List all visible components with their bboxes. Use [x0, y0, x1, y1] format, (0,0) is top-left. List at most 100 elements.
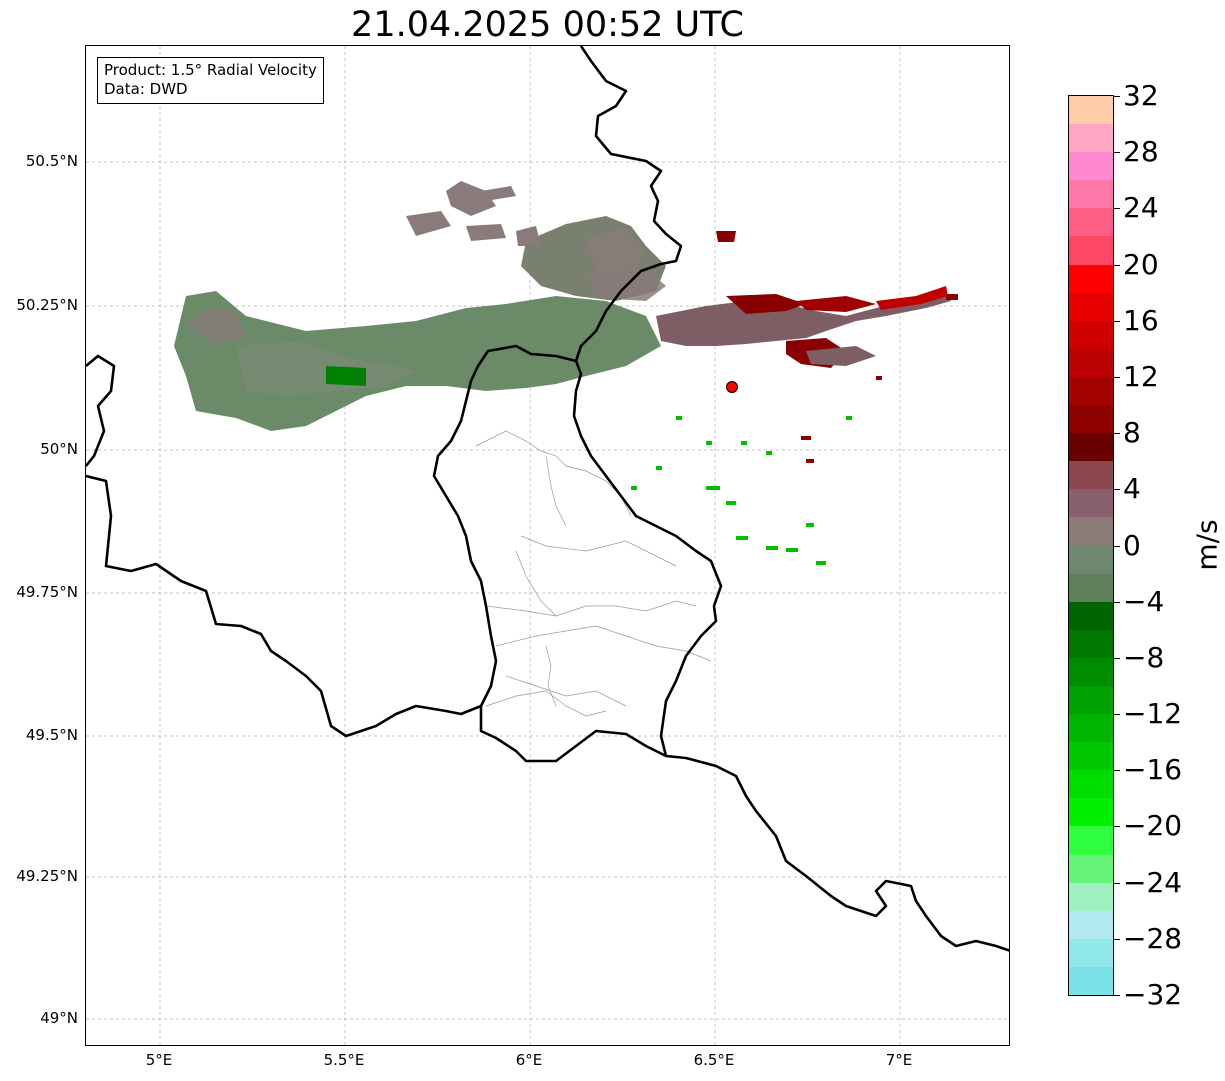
colorbar-segment — [1069, 461, 1113, 490]
echo-red-2 — [796, 296, 876, 312]
colorbar-segment — [1069, 376, 1113, 406]
colorbar-segment — [1069, 180, 1113, 209]
colorbar-segment — [1069, 742, 1113, 771]
colorbar-tick — [1114, 376, 1120, 378]
echo-green-speckles — [631, 416, 852, 565]
colorbar-tick — [1114, 96, 1120, 97]
colorbar-tick-label: 4 — [1123, 472, 1141, 506]
echo-red-3 — [876, 286, 948, 310]
lon-tick-label: 5°E — [145, 1051, 173, 1069]
product-label: Product: 1.5° Radial Velocity — [104, 61, 317, 79]
echo-north-west-1 — [446, 181, 496, 216]
colorbar-tick — [1114, 545, 1120, 547]
colorbar-tick-label: 8 — [1123, 416, 1141, 450]
lat-tick-label: 50.25°N — [16, 296, 78, 314]
lat-tick-label: 49.75°N — [16, 583, 78, 601]
map-canvas — [86, 46, 1009, 1045]
colorbar-segment — [1069, 517, 1113, 547]
colorbar-tick — [1114, 826, 1120, 828]
colorbar-tick — [1114, 320, 1120, 322]
colorbar-segment — [1069, 348, 1113, 378]
colorbar-segment — [1069, 433, 1113, 462]
colorbar-tick — [1114, 152, 1120, 154]
colorbar-unit-label: m/s — [1190, 519, 1224, 571]
data-source-label: Data: DWD — [104, 80, 188, 98]
colorbar-tick — [1114, 208, 1120, 210]
colorbar-tick-label: 32 — [1123, 79, 1159, 112]
colorbar-segment — [1069, 882, 1113, 912]
echo-north-west-2 — [406, 211, 451, 236]
lon-tick-label: 6°E — [515, 1051, 543, 1069]
lat-tick-label: 49°N — [40, 1009, 78, 1027]
colorbar-segment — [1069, 573, 1113, 603]
colorbar-segment — [1069, 489, 1113, 518]
colorbar-segment — [1069, 826, 1113, 856]
colorbar-tick — [1114, 601, 1120, 603]
colorbar-tick — [1114, 770, 1120, 772]
echo-green-core — [326, 366, 366, 386]
radar-map[interactable] — [85, 45, 1010, 1046]
colorbar-tick — [1114, 882, 1120, 884]
colorbar-tick — [1114, 264, 1120, 266]
colorbar-segment — [1069, 264, 1113, 294]
colorbar-segment — [1069, 798, 1113, 828]
colorbar-segment — [1069, 966, 1113, 995]
echo-red-1 — [726, 294, 806, 314]
colorbar-segment — [1069, 405, 1113, 434]
admin-boundaries — [475, 430, 712, 717]
colorbar-segment — [1069, 208, 1113, 238]
colorbar-segment — [1069, 292, 1113, 322]
colorbar-tick-label: −24 — [1123, 865, 1183, 899]
echo-pink-west — [186, 308, 246, 346]
echo-north-west-5 — [481, 186, 516, 201]
colorbar-tick — [1114, 995, 1120, 996]
colorbar-tick — [1114, 714, 1120, 716]
colorbar-tick-label: 16 — [1123, 303, 1159, 337]
colorbar-segment — [1069, 236, 1113, 266]
velocity-echoes — [174, 181, 958, 565]
colorbar-segment — [1069, 910, 1113, 940]
lon-tick-label: 6.5°E — [693, 1051, 735, 1069]
echo-north-pink — [586, 228, 646, 276]
lon-tick-label: 7°E — [885, 1051, 913, 1069]
echo-band-east — [656, 291, 951, 346]
radar-site-marker[interactable] — [726, 381, 738, 393]
lat-tick-label: 50°N — [40, 440, 78, 458]
colorbar-tick-label: −16 — [1123, 753, 1183, 787]
colorbar-segment — [1069, 629, 1113, 659]
colorbar-tick-label: 20 — [1123, 247, 1159, 281]
lat-tick-label: 49.25°N — [16, 867, 78, 885]
colorbar-tick-label: 0 — [1123, 528, 1141, 562]
colorbar-segment — [1069, 124, 1113, 153]
colorbar-tick-label: −8 — [1123, 640, 1165, 674]
product-info-box: Product: 1.5° Radial Velocity Data: DWD — [97, 57, 324, 104]
echo-red-speckles — [801, 294, 958, 463]
colorbar-segment — [1069, 685, 1113, 715]
echo-north-west-3 — [466, 224, 506, 241]
colorbar-tick-label: 12 — [1123, 359, 1159, 393]
echo-red-small — [716, 231, 736, 242]
colorbar-tick — [1114, 657, 1120, 659]
colorbar-segment — [1069, 657, 1113, 687]
colorbar-segment — [1069, 770, 1113, 799]
colorbar-segment — [1069, 320, 1113, 350]
colorbar-tick-label: −20 — [1123, 809, 1183, 843]
colorbar-tick-label: −12 — [1123, 697, 1183, 731]
colorbar-segment — [1069, 938, 1113, 968]
colorbar-segment — [1069, 152, 1113, 181]
colorbar-segment — [1069, 714, 1113, 743]
colorbar-segment — [1069, 96, 1113, 125]
velocity-colorbar — [1068, 95, 1114, 996]
colorbar-tick-label: −4 — [1123, 584, 1165, 618]
colorbar-segment — [1069, 601, 1113, 631]
lon-tick-label: 5.5°E — [323, 1051, 365, 1069]
colorbar-tick — [1114, 489, 1120, 491]
echo-north-west-4 — [516, 226, 541, 246]
colorbar-segment — [1069, 545, 1113, 575]
echo-pink-east — [806, 346, 876, 366]
colorbar-tick — [1114, 938, 1120, 940]
lat-tick-label: 49.5°N — [25, 726, 78, 744]
colorbar-tick — [1114, 433, 1120, 435]
colorbar-tick-label: −32 — [1123, 978, 1183, 1011]
echo-band-west — [174, 291, 661, 431]
